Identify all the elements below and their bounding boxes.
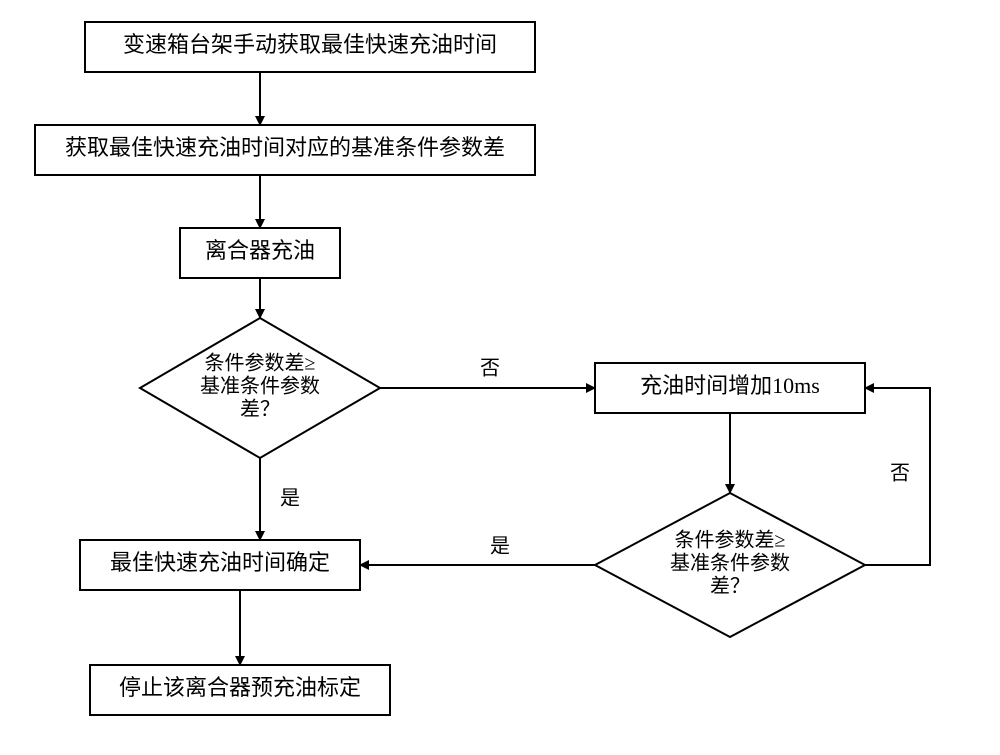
node-n5: 最佳快速充油时间确定 bbox=[80, 540, 360, 590]
node-text-d2-2: 差？ bbox=[710, 575, 750, 598]
node-text-d2-1: 基准条件参数 bbox=[670, 552, 790, 575]
node-d2: 条件参数差≥基准条件参数差？ bbox=[595, 493, 865, 637]
node-text-n4-0: 充油时间增加10ms bbox=[640, 373, 820, 398]
node-d1: 条件参数差≥基准条件参数差？ bbox=[140, 318, 380, 458]
edge-label-e5: 否 bbox=[480, 358, 500, 380]
node-text-n2-0: 获取最佳快速充油时间对应的基准条件参数差 bbox=[65, 135, 505, 160]
edge-label-e8: 否 bbox=[890, 463, 910, 485]
edge-label-e7: 是 bbox=[490, 536, 510, 558]
node-n1: 变速箱台架手动获取最佳快速充油时间 bbox=[85, 22, 535, 72]
node-n2: 获取最佳快速充油时间对应的基准条件参数差 bbox=[35, 125, 535, 175]
edge-label-e4: 是 bbox=[280, 488, 300, 510]
node-n6: 停止该离合器预充油标定 bbox=[90, 665, 390, 715]
node-text-n5-0: 最佳快速充油时间确定 bbox=[110, 550, 330, 575]
node-text-n3-0: 离合器充油 bbox=[205, 238, 315, 263]
node-n3: 离合器充油 bbox=[180, 228, 340, 278]
node-text-d1-1: 基准条件参数 bbox=[200, 375, 320, 398]
node-text-d1-2: 差？ bbox=[240, 398, 280, 421]
node-text-d2-0: 条件参数差≥ bbox=[675, 529, 786, 552]
node-text-d1-0: 条件参数差≥ bbox=[205, 352, 316, 375]
node-n4: 充油时间增加10ms bbox=[595, 363, 865, 413]
node-text-n1-0: 变速箱台架手动获取最佳快速充油时间 bbox=[123, 32, 497, 57]
node-text-n6-0: 停止该离合器预充油标定 bbox=[119, 675, 361, 700]
